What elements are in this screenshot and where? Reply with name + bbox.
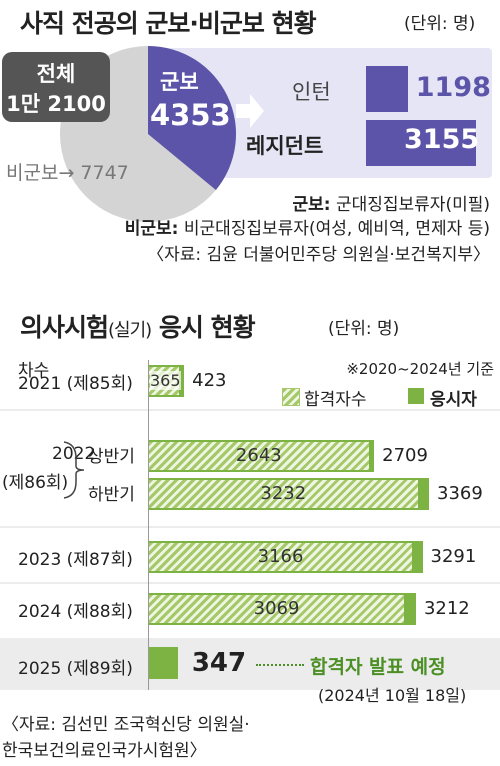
applicants-value-label: 3369 (437, 483, 483, 504)
announce-date: (2024년 10월 18일) (318, 686, 467, 705)
pass-bar (149, 442, 369, 470)
applicants-value-label: 3291 (430, 546, 477, 567)
axis-baseline (148, 360, 149, 690)
top-panel: 사직 전공의 군보·비군보 현황 (단위: 명) 전체 1만 2100 군보 4… (0, 0, 500, 248)
top-title: 사직 전공의 군보·비군보 현황 (20, 9, 317, 38)
applicants-value-label: 2709 (382, 445, 428, 466)
chart-title: 의사시험(실기) 응시 현황 (20, 308, 256, 344)
applicants-value-label: 3212 (423, 598, 470, 619)
resident-value: 3155 (404, 124, 480, 155)
legend-applicants-swatch (408, 388, 424, 404)
row-separator (0, 409, 500, 411)
definition-gunbo-term: 군보: (292, 195, 331, 215)
row-label-2023: 2023 (제87회) (18, 545, 133, 570)
row-2025-background (0, 638, 500, 690)
announce-text: 합격자 발표 예정 (310, 656, 446, 678)
resident-label: 레지던트 (246, 134, 324, 158)
right-arrow-icon (236, 94, 264, 128)
intern-value: 1198 (415, 72, 491, 103)
intern-bar (366, 66, 408, 112)
pass-bar (149, 543, 413, 571)
legend-pass-swatch (282, 388, 300, 406)
total-label: 전체 (36, 62, 76, 86)
applicants-value-label: 347 (191, 648, 247, 678)
row-label-2025: 2025 (제89회) (18, 654, 133, 679)
year-2023: 2023 (18, 550, 62, 570)
applicants-bar (149, 647, 178, 679)
row-label-2024: 2024 (제88회) (18, 597, 133, 622)
round-89: (제89회) (66, 659, 133, 679)
chart-title-rest: 응시 현황 (158, 313, 256, 342)
bottom-source-1: 〈자료: 김선민 조국혁신당 의원실· (2, 715, 250, 735)
legend-applicants-label: 응시자 (430, 390, 477, 410)
pass-value-label: 2643 (235, 445, 282, 466)
resident-bar (366, 120, 476, 166)
pass-value-label: 365 (150, 371, 181, 390)
round-88: (제88회) (66, 602, 133, 622)
announce-leader (256, 664, 304, 666)
total-box (2, 52, 110, 122)
row-separator (0, 582, 500, 584)
legend-pass-label: 합격자수 (304, 390, 367, 410)
definition-gunbo: 군보: 군대징집보류자(미필) (292, 190, 490, 215)
definition-bigunbo-term: 비군보: (124, 219, 179, 239)
round-86: (제86회) (2, 473, 69, 493)
pass-value-label: 3069 (253, 598, 300, 619)
round-87: (제87회) (66, 550, 133, 570)
gunbo-value: 4353 (150, 98, 231, 132)
top-unit: (단위: 명) (404, 14, 476, 34)
row-label-2021: 2021 (제85회) (18, 369, 133, 394)
intern-label: 인턴 (292, 80, 331, 104)
bottom-source-2: 한국보건의료인국가시험원〉 (2, 741, 207, 761)
chart-unit: (단위: 명) (328, 319, 400, 339)
pass-bar (149, 595, 405, 623)
half-first: 상반기 (88, 447, 135, 467)
year-2024: 2024 (18, 602, 62, 622)
definition-gunbo-text: 군대징집보류자(미필) (335, 195, 490, 215)
year-2021: 2021 (18, 374, 62, 394)
total-value: 1만 2100 (6, 92, 106, 116)
row-separator (0, 526, 500, 528)
gunbo-label: 군보 (160, 70, 199, 94)
chart-title-main: 의사시험 (20, 313, 109, 342)
chart-title-sub: (실기) (108, 320, 152, 341)
bracket-2022 (63, 441, 85, 499)
applicants-value-label: 423 (192, 370, 227, 391)
half-second: 하반기 (88, 485, 135, 505)
bigunbo-label: 비군보→ 7747 (6, 162, 129, 184)
pass-value-label: 3232 (260, 483, 307, 504)
top-source: 〈자료: 김윤 더불어민주당 의원실·보건복지부〉 (147, 245, 490, 265)
column-header: 차수 (18, 361, 50, 381)
round-85: (제85회) (66, 374, 133, 394)
chart-note: ※2020~2024년 기준 (346, 360, 494, 378)
year-2022: 2022 (52, 444, 96, 464)
year-2025: 2025 (18, 659, 62, 679)
definition-bigunbo-text: 비군대징집보류자(여성, 예비역, 면제자 등) (183, 219, 490, 239)
definition-bigunbo: 비군보: 비군대징집보류자(여성, 예비역, 면제자 등) (125, 214, 490, 239)
pie-slice-gunbo (148, 46, 236, 190)
pass-value-label: 3166 (257, 546, 304, 567)
pass-bar (149, 480, 418, 508)
